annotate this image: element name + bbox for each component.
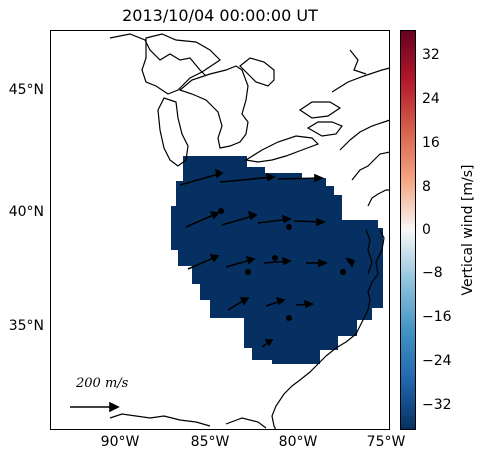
colorbar-gradient xyxy=(400,30,416,430)
colorbar-tick-0: 0 xyxy=(422,222,431,238)
colorbar-tick-32: 32 xyxy=(422,47,440,63)
lat-label-40: 40°N xyxy=(8,204,44,220)
colorbar-tick-24: 24 xyxy=(422,91,440,107)
scale-arrow-label: 200 m/s xyxy=(76,376,129,391)
wind-arrows xyxy=(70,168,356,413)
lat-label-35: 35°N xyxy=(8,318,44,334)
calm-wind-dots xyxy=(218,208,346,321)
map-title: 2013/10/04 00:00:00 UT xyxy=(122,6,318,25)
colorbar xyxy=(400,30,416,430)
coastlines xyxy=(109,33,390,430)
colorbar-tick-neg8: −8 xyxy=(422,265,443,281)
colorbar-tick-neg32: −32 xyxy=(422,397,452,413)
map-panel xyxy=(50,30,390,430)
colorbar-tick-neg24: −24 xyxy=(422,353,452,369)
map-border xyxy=(50,30,390,430)
lat-label-45: 45°N xyxy=(8,82,44,98)
lon-label-80w: 80°W xyxy=(278,434,318,450)
lon-label-75w: 75°W xyxy=(366,434,406,450)
lon-label-90w: 90°W xyxy=(100,434,140,450)
colorbar-tick-16: 16 xyxy=(422,135,440,151)
colorbar-tick-8: 8 xyxy=(422,179,431,195)
colorbar-label: Vertical wind [m/s] xyxy=(460,164,476,296)
colorbar-border xyxy=(400,30,416,430)
lon-label-85w: 85°W xyxy=(190,434,230,450)
colorbar-tick-neg16: −16 xyxy=(422,309,452,325)
